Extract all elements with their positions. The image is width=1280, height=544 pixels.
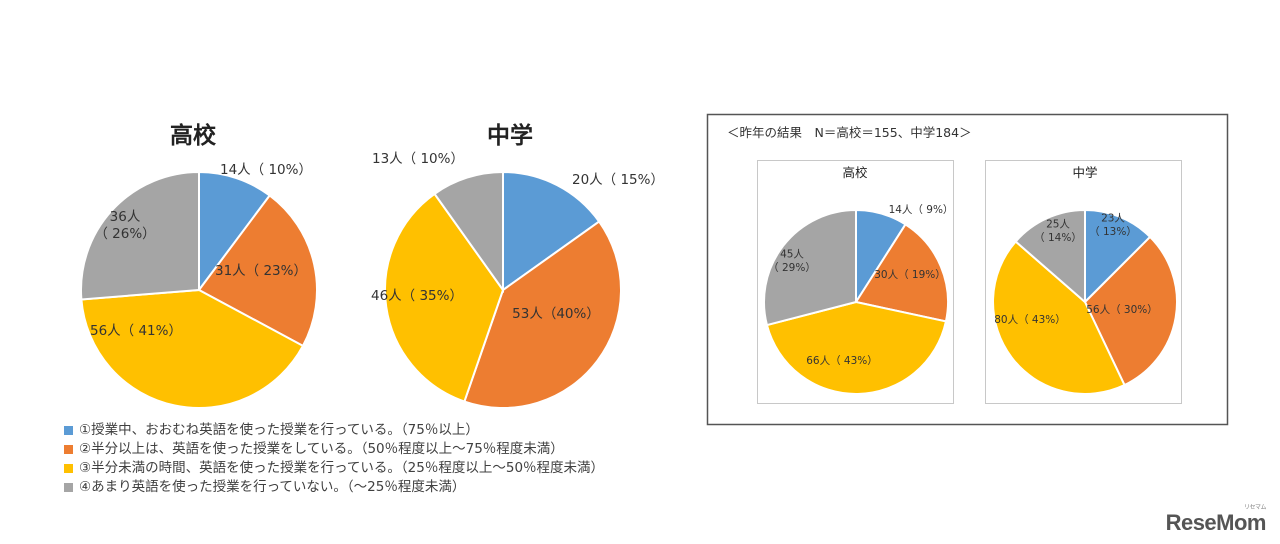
data-label: 31人（ 23%） bbox=[215, 263, 307, 279]
legend-label: ④あまり英語を使った授業を行っていない。（〜25％程度未満） bbox=[79, 479, 466, 495]
legend-label: ②半分以上は、英語を使った授業をしている。（50％程度以上〜75％程度未満） bbox=[79, 441, 564, 457]
pie-slice-orange bbox=[197, 194, 318, 348]
last-year-title: ＜昨年の結果 N＝高校＝155、中学184＞ bbox=[727, 125, 972, 140]
legend-label: ③半分未満の時間、英語を使った授業を行っている。（25％程度以上〜50％程度未満… bbox=[79, 460, 605, 476]
resemom-logo: ReseMom リセマム bbox=[1165, 505, 1267, 536]
data-label: 13人（ 10%） bbox=[372, 151, 464, 167]
legend-label: ①授業中、おおむね英語を使った授業を行っている。（75％以上） bbox=[79, 422, 479, 438]
data-label: 56人（ 30%） bbox=[1086, 304, 1158, 316]
data-label: 23人（ 13%） bbox=[1089, 213, 1137, 238]
chart-title: 中学 bbox=[487, 122, 533, 149]
pie-slice-orange bbox=[854, 223, 949, 323]
data-label: 14人（ 9%） bbox=[889, 204, 954, 216]
data-label: 14人（ 10%） bbox=[220, 162, 312, 178]
data-label: 20人（ 15%） bbox=[572, 172, 664, 188]
legend-item: ③半分未満の時間、英語を使った授業を行っている。（25％程度以上〜50％程度未満… bbox=[64, 459, 604, 478]
chart-title: 中学 bbox=[1072, 165, 1097, 180]
legend: ①授業中、おおむね英語を使った授業を行っている。（75％以上） ②半分以上は、英語… bbox=[64, 421, 604, 497]
pie-slice-yellow bbox=[765, 300, 948, 395]
data-label: 25人（ 14%） bbox=[1034, 219, 1082, 244]
data-label: 30人（ 19%） bbox=[874, 269, 946, 281]
legend-item: ②半分以上は、英語を使った授業をしている。（50％程度以上〜75％程度未満） bbox=[64, 440, 604, 459]
data-label: 56人（ 41%） bbox=[90, 323, 182, 339]
logo-subtext: リセマム bbox=[1243, 505, 1267, 511]
last-year-panel-high-school bbox=[757, 160, 954, 404]
last-year-panel-junior-high bbox=[985, 160, 1182, 404]
pie-slice-gray bbox=[433, 170, 504, 294]
pie-slice-yellow bbox=[992, 240, 1126, 395]
last-year-box bbox=[706, 113, 1229, 426]
pie-slice-blue bbox=[198, 170, 272, 294]
pie-slice-gray bbox=[80, 170, 200, 301]
pie-slice-gray bbox=[1014, 208, 1086, 305]
chart-title: 高校 bbox=[842, 165, 868, 180]
data-label: 66人（ 43%） bbox=[806, 355, 878, 367]
pie-chart-3: 高校 14人（ 9%） 30人（ 19%） 66人（ 43%） 45人（ 29%） bbox=[763, 165, 954, 395]
pie-slice-gray bbox=[763, 208, 857, 327]
legend-swatch bbox=[64, 445, 73, 454]
data-label: 53人（40%） bbox=[512, 306, 600, 322]
legend-item: ①授業中、おおむね英語を使った授業を行っている。（75％以上） bbox=[64, 421, 604, 440]
data-label: 36人（ 26%） bbox=[94, 209, 155, 242]
pie-chart-4: 中学 23人（ 13%） 56人（ 30%） 80人（ 43%） 25人（ 14%） bbox=[992, 165, 1178, 395]
logo-text: ReseMom bbox=[1165, 510, 1267, 535]
chart-title: 高校 bbox=[170, 122, 217, 149]
pie-slice-orange bbox=[463, 220, 622, 409]
data-label: 80人（ 43%） bbox=[994, 314, 1066, 326]
pie-slice-blue bbox=[1084, 208, 1152, 305]
legend-item: ④あまり英語を使った授業を行っていない。（〜25％程度未満） bbox=[64, 478, 604, 497]
pie-slice-yellow bbox=[80, 288, 305, 409]
pie-slice-blue bbox=[502, 170, 601, 292]
legend-swatch bbox=[64, 483, 73, 492]
pie-slice-yellow bbox=[384, 192, 505, 403]
data-label: 46人（ 35%） bbox=[371, 288, 463, 304]
data-label: 45人（ 29%） bbox=[768, 249, 816, 274]
legend-swatch bbox=[64, 426, 73, 435]
legend-swatch bbox=[64, 464, 73, 473]
pie-chart-2: 中学 20人（ 15%） 53人（40%） 46人（ 35%） 13人（ 10%） bbox=[371, 122, 664, 409]
